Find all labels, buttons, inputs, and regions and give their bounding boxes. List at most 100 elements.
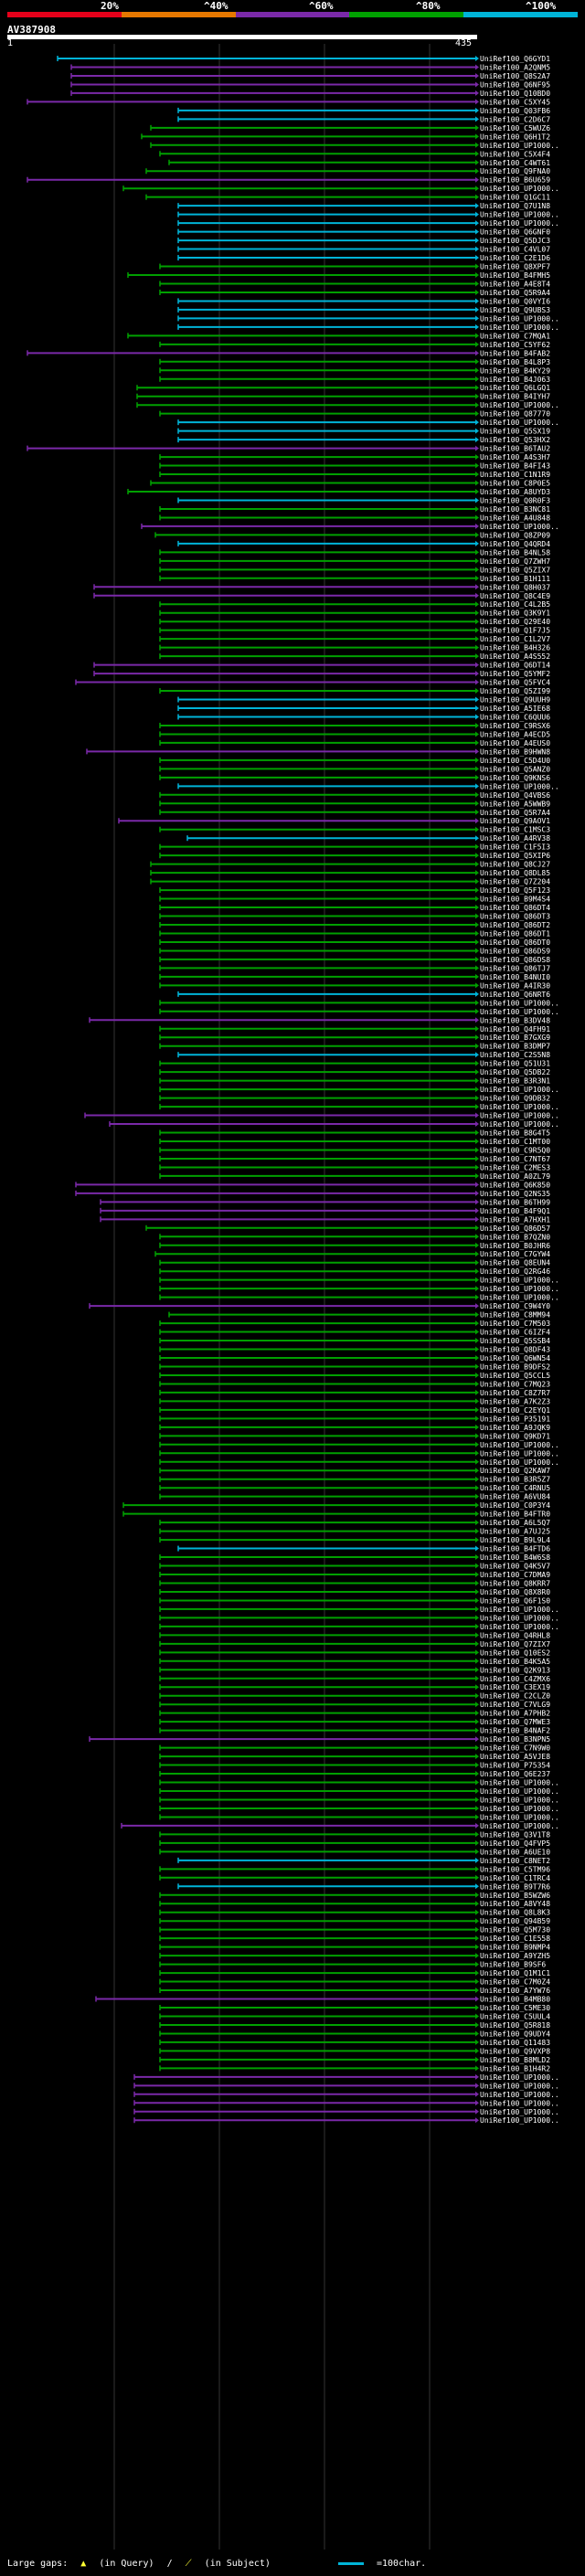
hit-row[interactable]: UniRef100_Q8X8R0 <box>159 1588 550 1596</box>
hit-row[interactable]: UniRef100_Q03FB6 <box>177 107 550 115</box>
hit-label[interactable]: UniRef100_A7YW76 <box>480 1987 550 1995</box>
hit-label[interactable]: UniRef100_A4S552 <box>480 652 550 661</box>
hit-label[interactable]: UniRef100_Q51U31 <box>480 1060 550 1068</box>
hit-label[interactable]: UniRef100_UP1000.. <box>480 1449 559 1458</box>
hit-label[interactable]: UniRef100_Q0R0F3 <box>480 496 550 504</box>
hit-row[interactable]: UniRef100_UP1000.. <box>133 2082 559 2090</box>
hit-row[interactable]: UniRef100_C7VLG9 <box>159 1701 550 1709</box>
hit-row[interactable]: UniRef100_C7MQA1 <box>127 332 550 340</box>
hit-label[interactable]: UniRef100_C2E1D6 <box>480 254 550 262</box>
hit-row[interactable]: UniRef100_UP1000.. <box>159 999 559 1007</box>
hit-label[interactable]: UniRef100_Q4K5V7 <box>480 1563 550 1571</box>
hit-label[interactable]: UniRef100_C1F5I3 <box>480 843 550 852</box>
hit-row[interactable]: UniRef100_Q9KD71 <box>159 1432 550 1440</box>
hit-label[interactable]: UniRef100_C5YF62 <box>480 341 550 349</box>
hit-row[interactable]: UniRef100_C5UUL4 <box>159 2012 550 2020</box>
hit-label[interactable]: UniRef100_UP1000.. <box>480 2099 559 2107</box>
hit-label[interactable]: UniRef100_B3DV48 <box>480 1016 550 1024</box>
hit-label[interactable]: UniRef100_C4RNU5 <box>480 1484 550 1492</box>
hit-label[interactable]: UniRef100_Q7MWE3 <box>480 1718 550 1726</box>
hit-label[interactable]: UniRef100_Q8X8R0 <box>480 1588 550 1596</box>
hit-row[interactable]: UniRef100_Q6DT14 <box>93 662 550 670</box>
hit-row[interactable]: UniRef100_B8G4T5 <box>159 1129 550 1138</box>
hit-row[interactable]: UniRef100_P35191 <box>159 1415 550 1423</box>
hit-label[interactable]: UniRef100_A7K2Z3 <box>480 1397 550 1405</box>
hit-label[interactable]: UniRef100_Q1F7J5 <box>480 627 550 635</box>
hit-label[interactable]: UniRef100_B4IYH7 <box>480 393 550 401</box>
hit-row[interactable]: UniRef100_B9SF6 <box>159 1961 546 1969</box>
hit-row[interactable]: UniRef100_B8MLD2 <box>159 2056 550 2064</box>
hit-row[interactable]: UniRef100_Q4QRD4 <box>177 540 550 548</box>
hit-label[interactable]: UniRef100_UP1000.. <box>480 419 559 427</box>
hit-row[interactable]: UniRef100_Q5ZIX7 <box>159 566 550 574</box>
hit-label[interactable]: UniRef100_UP1000.. <box>480 1796 559 1804</box>
hit-row[interactable]: UniRef100_A4S3H7 <box>159 453 550 461</box>
hit-label[interactable]: UniRef100_B3NPN5 <box>480 1735 550 1744</box>
hit-label[interactable]: UniRef100_C1MSC3 <box>480 826 550 834</box>
hit-row[interactable]: UniRef100_C1MT00 <box>159 1138 550 1146</box>
hit-row[interactable]: UniRef100_Q9AOV1 <box>118 817 550 825</box>
hit-row[interactable]: UniRef100_Q8H037 <box>93 583 550 591</box>
hit-label[interactable]: UniRef100_UP1000.. <box>480 2091 559 2099</box>
hit-label[interactable]: UniRef100_Q03FB6 <box>480 107 550 115</box>
hit-label[interactable]: UniRef100_Q10ES2 <box>480 1648 550 1657</box>
hit-row[interactable]: UniRef100_UP1000.. <box>159 1086 559 1094</box>
hit-row[interactable]: UniRef100_UP1000.. <box>159 1277 559 1285</box>
hit-label[interactable]: UniRef100_Q7ZWH7 <box>480 557 550 566</box>
hit-label[interactable]: UniRef100_C7GYW4 <box>480 1250 550 1258</box>
hit-label[interactable]: UniRef100_Q86DT4 <box>480 904 550 912</box>
hit-label[interactable]: UniRef100_C9RSX6 <box>480 722 550 730</box>
hit-row[interactable]: UniRef100_UP1000.. <box>177 782 559 790</box>
hit-label[interactable]: UniRef100_Q2KAW7 <box>480 1467 550 1475</box>
hit-label[interactable]: UniRef100_B0JHR6 <box>480 1242 550 1250</box>
hit-row[interactable]: UniRef100_B9L9L4 <box>159 1536 550 1544</box>
hit-label[interactable]: UniRef100_Q0VYI6 <box>480 297 550 305</box>
hit-label[interactable]: UniRef100_Q86DS9 <box>480 947 550 955</box>
hit-label[interactable]: UniRef100_B9NMP4 <box>480 1944 550 1952</box>
hit-row[interactable]: UniRef100_UP1000.. <box>177 314 559 323</box>
hit-label[interactable]: UniRef100_B1H4R2 <box>480 2064 550 2072</box>
hit-row[interactable]: UniRef100_Q8CJ27 <box>150 861 550 869</box>
hit-label[interactable]: UniRef100_UP1000.. <box>480 1779 559 1787</box>
hit-label[interactable]: UniRef100_Q11483 <box>480 2039 550 2047</box>
hit-row[interactable]: UniRef100_C1MSC3 <box>159 826 550 834</box>
hit-label[interactable]: UniRef100_Q5XIP6 <box>480 852 550 860</box>
hit-row[interactable]: UniRef100_B4FMH5 <box>127 271 550 280</box>
hit-label[interactable]: UniRef100_B9L9L4 <box>480 1536 550 1544</box>
hit-label[interactable]: UniRef100_UP1000.. <box>480 1787 559 1796</box>
hit-row[interactable]: UniRef100_Q1GC11 <box>145 194 550 202</box>
hit-label[interactable]: UniRef100_B9M4S4 <box>480 896 550 904</box>
hit-label[interactable]: UniRef100_UP1000.. <box>480 211 559 219</box>
hit-row[interactable]: UniRef100_Q9DB32 <box>159 1095 550 1103</box>
hit-label[interactable]: UniRef100_C0P3Y4 <box>480 1501 550 1510</box>
hit-row[interactable]: UniRef100_Q6LGQ1 <box>136 384 550 392</box>
hit-label[interactable]: UniRef100_UP1000.. <box>480 1086 559 1094</box>
hit-row[interactable]: UniRef100_B4W6S8 <box>159 1553 550 1562</box>
hit-row[interactable]: UniRef100_Q5SX19 <box>177 428 550 436</box>
hit-row[interactable]: UniRef100_B4FI43 <box>159 462 550 471</box>
hit-row[interactable]: UniRef100_Q6NF95 <box>70 80 550 89</box>
hit-label[interactable]: UniRef100_B8MLD2 <box>480 2056 550 2064</box>
hit-row[interactable]: UniRef100_UP1000.. <box>159 1779 559 1787</box>
hit-label[interactable]: UniRef100_C6QUU6 <box>480 713 550 721</box>
hit-row[interactable]: UniRef100_Q86DT4 <box>159 904 550 912</box>
hit-label[interactable]: UniRef100_Q6DT14 <box>480 662 550 670</box>
hit-label[interactable]: UniRef100_B4NUI0 <box>480 973 550 981</box>
hit-row[interactable]: UniRef100_A4U848 <box>159 514 550 522</box>
hit-row[interactable]: UniRef100_Q9UUH9 <box>177 696 550 705</box>
hit-label[interactable]: UniRef100_B4W6S8 <box>480 1553 550 1562</box>
hit-label[interactable]: UniRef100_Q6K850 <box>480 1181 550 1189</box>
hit-label[interactable]: UniRef100_UP1000.. <box>480 1441 559 1449</box>
hit-row[interactable]: UniRef100_A6VU84 <box>159 1493 550 1501</box>
hit-row[interactable]: UniRef100_UP1000.. <box>133 2099 559 2107</box>
hit-row[interactable]: UniRef100_Q53HX2 <box>177 436 550 444</box>
hit-label[interactable]: UniRef100_Q8CJ27 <box>480 861 550 869</box>
hit-label[interactable]: UniRef100_B4FTR0 <box>480 1511 550 1519</box>
hit-row[interactable]: UniRef100_A5WWB9 <box>159 800 550 808</box>
hit-label[interactable]: UniRef100_B9T7R6 <box>480 1882 550 1891</box>
hit-row[interactable]: UniRef100_Q5F123 <box>159 886 550 895</box>
hit-label[interactable]: UniRef100_Q6GNF0 <box>480 228 550 237</box>
hit-label[interactable]: UniRef100_Q6WN54 <box>480 1354 550 1362</box>
hit-row[interactable]: UniRef100_C1L2V7 <box>159 635 550 643</box>
hit-row[interactable]: UniRef100_C5X4F4 <box>159 150 550 158</box>
